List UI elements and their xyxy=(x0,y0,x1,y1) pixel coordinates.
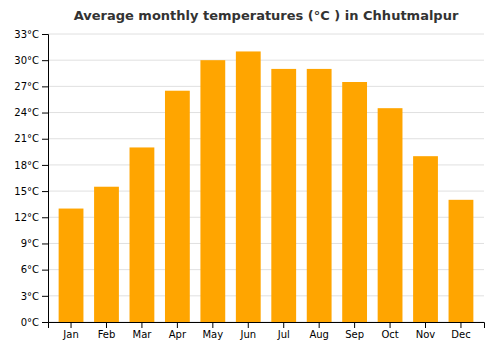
tick: Oct xyxy=(381,322,398,340)
tick-mark xyxy=(42,270,48,271)
tick-label: 6°C xyxy=(21,264,39,275)
tick-mark xyxy=(212,322,213,328)
tick-mark xyxy=(42,60,48,61)
tick-label: 33°C xyxy=(14,29,39,40)
title: Average monthly temperatures (°C ) in Ch… xyxy=(74,8,459,23)
tick-label: Nov xyxy=(416,329,436,340)
tick-mark xyxy=(42,296,48,297)
tick-label: Aug xyxy=(309,329,329,340)
tick-mark xyxy=(42,217,48,218)
bar xyxy=(307,69,332,322)
bar xyxy=(59,209,84,322)
bar xyxy=(342,82,367,322)
tick-label: May xyxy=(202,329,223,340)
tick: Apr xyxy=(169,322,187,340)
tick-label: 15°C xyxy=(14,186,39,197)
tick: 15°C xyxy=(14,186,48,197)
tick-label: Sep xyxy=(345,329,364,340)
bar xyxy=(200,60,225,322)
bar xyxy=(271,69,296,322)
tick: 0°C xyxy=(21,317,48,328)
tick-mark xyxy=(354,322,355,328)
grid xyxy=(48,34,484,322)
tick: 24°C xyxy=(14,107,48,118)
tick: 21°C xyxy=(14,133,48,144)
tick-label: Feb xyxy=(98,329,116,340)
tick: Jun xyxy=(239,322,256,340)
tick-mark xyxy=(460,322,461,328)
tick-mark xyxy=(71,322,72,328)
tick: Sep xyxy=(345,322,364,340)
plot: 0°C 3°C 6°C 9°C 12°C 15°C 18°C 21°C 24°C 27°C 30°C… xyxy=(14,29,484,340)
bar xyxy=(94,187,119,322)
tick: 9°C xyxy=(21,238,48,249)
tick-mark xyxy=(106,322,107,328)
tick-mark xyxy=(42,322,48,323)
tick-label: Jun xyxy=(239,329,256,340)
grid-line xyxy=(48,60,484,61)
tick: 12°C xyxy=(14,212,48,223)
tick-mark xyxy=(177,322,178,328)
tick: Jul xyxy=(277,322,290,340)
tick-label: 21°C xyxy=(14,133,39,144)
bars xyxy=(59,51,474,322)
tick: Dec xyxy=(451,322,470,340)
bar xyxy=(449,200,474,322)
bar xyxy=(165,91,190,322)
y-axis: 0°C 3°C 6°C 9°C 12°C 15°C 18°C 21°C 24°C 27°C 30°C… xyxy=(14,29,48,328)
tick-mark xyxy=(42,34,48,35)
tick: 6°C xyxy=(21,264,48,275)
tick-label: Apr xyxy=(169,329,187,340)
tick-mark xyxy=(283,322,284,328)
tick-label: 3°C xyxy=(21,291,39,302)
grid-line xyxy=(48,34,484,35)
tick: 27°C xyxy=(14,81,48,92)
tick: Aug xyxy=(309,322,329,340)
tick-label: 18°C xyxy=(14,160,39,171)
tick: 33°C xyxy=(14,29,48,40)
tick-label: Mar xyxy=(132,329,152,340)
tick: Feb xyxy=(98,322,116,340)
tick-label: Oct xyxy=(381,329,398,340)
tick: Mar xyxy=(132,322,152,340)
tick-label: 12°C xyxy=(14,212,39,223)
bar xyxy=(378,108,403,322)
tick: 18°C xyxy=(14,160,48,171)
chart: 0°C 3°C 6°C 9°C 12°C 15°C 18°C 21°C 24°C 27°C 30°C… xyxy=(0,0,500,350)
tick-label: 27°C xyxy=(14,81,39,92)
tick: Nov xyxy=(416,322,436,340)
tick-label: 24°C xyxy=(14,107,39,118)
bar xyxy=(413,156,438,322)
tick-label: Jan xyxy=(62,329,78,340)
bar xyxy=(236,51,261,322)
tick-mark xyxy=(390,322,391,328)
tick-mark xyxy=(425,322,426,328)
tick: 3°C xyxy=(21,291,48,302)
tick-mark xyxy=(248,322,249,328)
grid-line xyxy=(48,138,484,139)
grid-line xyxy=(48,86,484,87)
tick-label: 30°C xyxy=(14,55,39,66)
axis-line xyxy=(42,35,49,323)
tick-mark xyxy=(42,113,48,114)
tick-label: Dec xyxy=(451,329,470,340)
tick: 30°C xyxy=(14,55,48,66)
tick-mark xyxy=(319,322,320,328)
tick-mark xyxy=(42,165,48,166)
bar xyxy=(130,147,155,322)
tick-label: 9°C xyxy=(21,238,39,249)
grid-line xyxy=(48,112,484,113)
x-axis: Jan Feb Mar Apr May Jun Jul Aug Sep Oct Nov Dec xyxy=(49,322,485,340)
tick-mark xyxy=(42,139,48,140)
axis-line xyxy=(49,323,485,329)
tick: Jan xyxy=(62,322,78,340)
tick-label: 0°C xyxy=(21,317,39,328)
tick-mark xyxy=(42,243,48,244)
tick-mark xyxy=(42,191,48,192)
tick-mark xyxy=(42,86,48,87)
tick: May xyxy=(202,322,223,340)
tick-label: Jul xyxy=(277,329,290,340)
tick-mark xyxy=(141,322,142,328)
